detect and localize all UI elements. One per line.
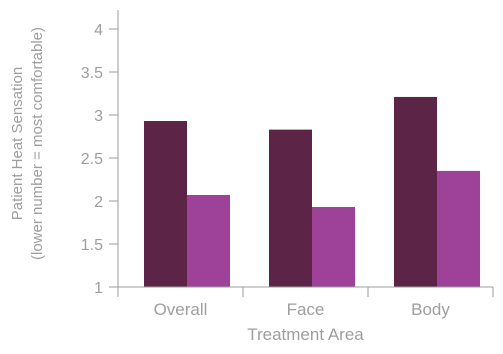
bar-body-series-2 bbox=[437, 170, 480, 287]
y-axis-ticks: 1 1.5 2 2.5 3 3.5 4 bbox=[81, 22, 118, 297]
bars-group bbox=[144, 96, 480, 288]
y-axis-label-line2: (lower number = most comfortable) bbox=[29, 27, 46, 260]
bar-face-series-1 bbox=[269, 129, 312, 287]
bar-face-series-2 bbox=[312, 207, 355, 287]
y-tick-label: 2 bbox=[94, 194, 103, 211]
y-tick-label: 1.5 bbox=[81, 237, 103, 254]
x-tick-label: Overall bbox=[154, 300, 208, 319]
y-tick-label: 4 bbox=[94, 22, 103, 39]
y-axis-label-line1: Patient Heat Sensation bbox=[9, 67, 26, 220]
x-tick-label: Face bbox=[287, 300, 325, 319]
bar-body-series-1 bbox=[394, 96, 437, 287]
y-tick-label: 3 bbox=[94, 108, 103, 125]
x-axis-label: Treatment Area bbox=[247, 325, 364, 344]
y-tick-label: 3.5 bbox=[81, 65, 103, 82]
y-tick-label: 1 bbox=[94, 280, 103, 297]
y-tick-label: 2.5 bbox=[81, 151, 103, 168]
bar-overall-series-1 bbox=[144, 121, 187, 288]
bar-overall-series-2 bbox=[187, 194, 230, 287]
x-tick-label: Body bbox=[411, 300, 450, 319]
x-axis-ticks: Overall Face Body bbox=[117, 287, 494, 319]
